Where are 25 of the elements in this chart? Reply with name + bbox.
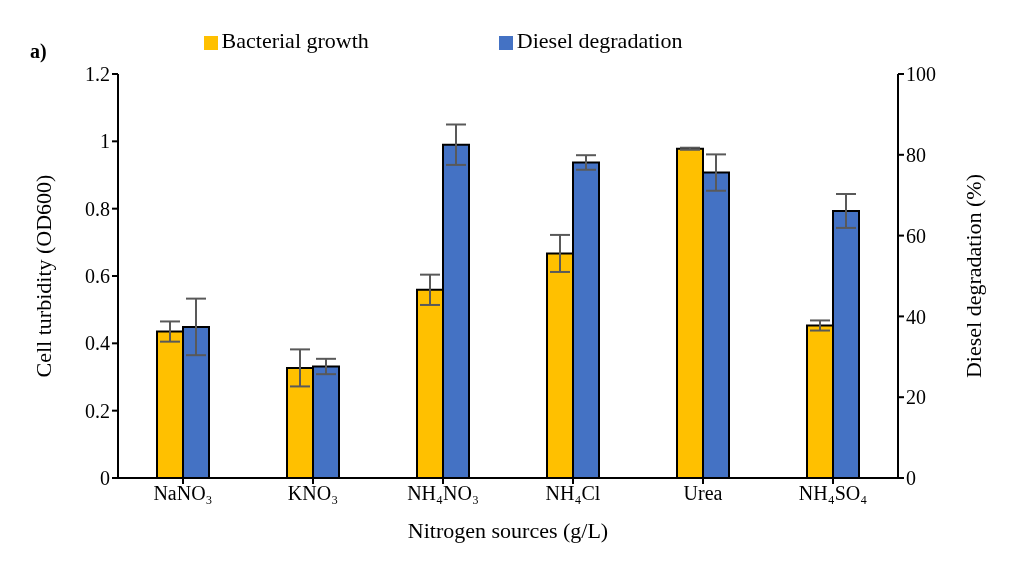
x-tick-label: Urea: [683, 482, 723, 505]
x-tick-label: NH₄SO₄: [798, 482, 868, 505]
x-axis-title: Nitrogen sources (g/L): [407, 518, 609, 543]
y2-tick-label: 80: [906, 143, 926, 166]
y-tick-label: 0.6: [85, 265, 110, 288]
y-tick-label: 1.2: [85, 63, 110, 86]
y2-tick-label: 40: [906, 305, 926, 328]
y-axis-title: Cell turbidity (OD600): [30, 174, 56, 378]
y2-tick-label: 0: [906, 467, 916, 490]
y2-axis-title: Diesel degradation (%): [960, 173, 986, 379]
x-tick-label: NH₄Cl: [545, 482, 601, 505]
x-tick-label: KNO₃: [287, 482, 339, 505]
y2-tick-label: 60: [906, 224, 926, 247]
y-tick-label: 0.2: [85, 399, 110, 422]
y2-tick-label: 20: [906, 386, 926, 409]
y-tick-label: 0: [100, 467, 110, 490]
legend-label: Bacterial growth: [221, 28, 369, 53]
y2-tick-label: 100: [906, 63, 936, 86]
x-tick-label: NaNO₃: [153, 482, 213, 505]
x-tick-label: NH₄NO₃: [407, 482, 479, 505]
y-tick-label: 1: [100, 130, 110, 153]
y-tick-label: 0.4: [85, 332, 110, 355]
text: a): [30, 40, 47, 63]
y-tick-label: 0.8: [85, 197, 110, 220]
legend-label: Diesel degradation: [516, 28, 683, 53]
